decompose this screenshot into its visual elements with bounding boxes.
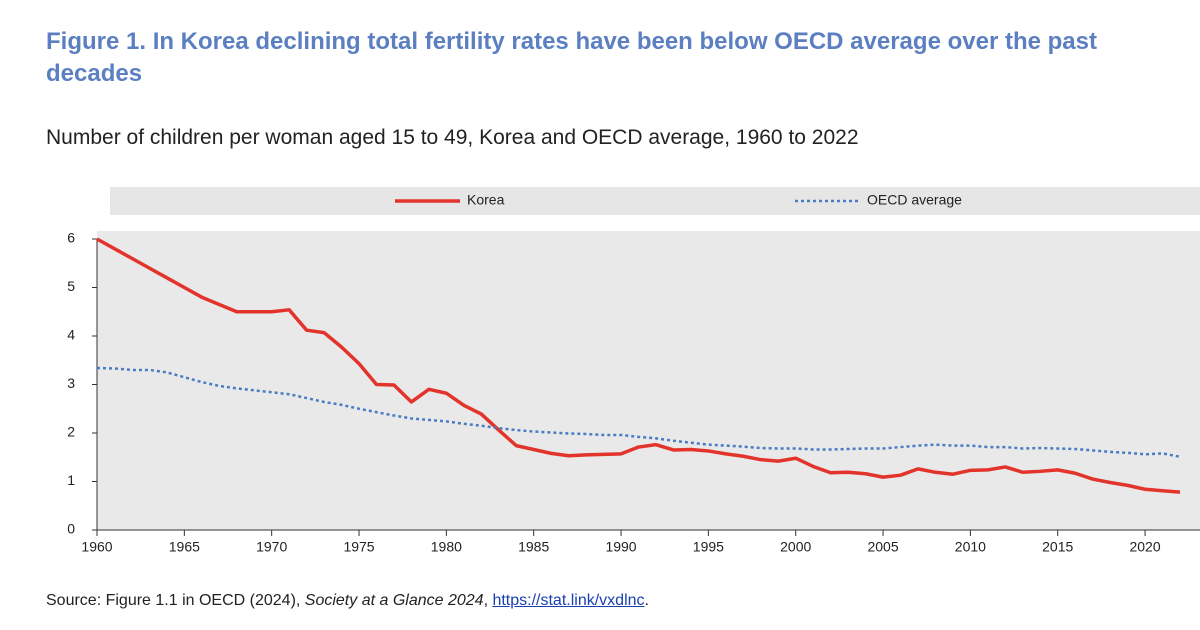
legend-label: Korea (467, 192, 505, 208)
series-line (96, 366, 1181, 458)
source-note: Source: Figure 1.1 in OECD (2024), Socie… (46, 592, 649, 610)
source-publication: Society at a Glance 2024 (304, 592, 484, 609)
x-tick-label: 1985 (518, 539, 549, 555)
legend-label: OECD average (867, 192, 962, 208)
source-prefix: Source: Figure 1.1 in OECD (2024), (46, 592, 305, 609)
chart-subtitle: Number of children per woman aged 15 to … (46, 126, 859, 149)
x-tick-label: 1980 (431, 539, 462, 555)
x-tick-label: 1965 (169, 539, 200, 555)
x-tick-label: 2020 (1129, 539, 1160, 555)
x-tick-label: 1990 (605, 539, 636, 555)
y-tick-label: 0 (67, 521, 75, 537)
y-tick-label: 1 (67, 472, 75, 488)
x-tick-label: 2010 (955, 539, 986, 555)
y-tick-label: 3 (67, 375, 75, 391)
y-tick-label: 2 (67, 424, 75, 440)
x-tick-label: 2015 (1042, 539, 1073, 555)
x-tick-label: 1970 (256, 539, 287, 555)
legend-background (110, 187, 1200, 215)
plot-background (97, 231, 1200, 530)
source-end: . (644, 592, 649, 609)
x-tick-label: 2000 (780, 539, 811, 555)
x-tick-label: 2005 (867, 539, 898, 555)
series-line (96, 237, 1181, 494)
x-tick-label: 1975 (343, 539, 374, 555)
x-tick-label: 1960 (81, 539, 112, 555)
y-tick-label: 5 (67, 278, 75, 294)
source-link[interactable]: https://stat.link/vxdlnc (492, 592, 645, 609)
source-separator: , (483, 592, 493, 609)
y-tick-label: 6 (67, 230, 75, 246)
y-tick-label: 4 (67, 327, 75, 343)
x-tick-label: 1995 (693, 539, 724, 555)
chart-title: Figure 1. In Korea declining total ferti… (46, 28, 1097, 87)
